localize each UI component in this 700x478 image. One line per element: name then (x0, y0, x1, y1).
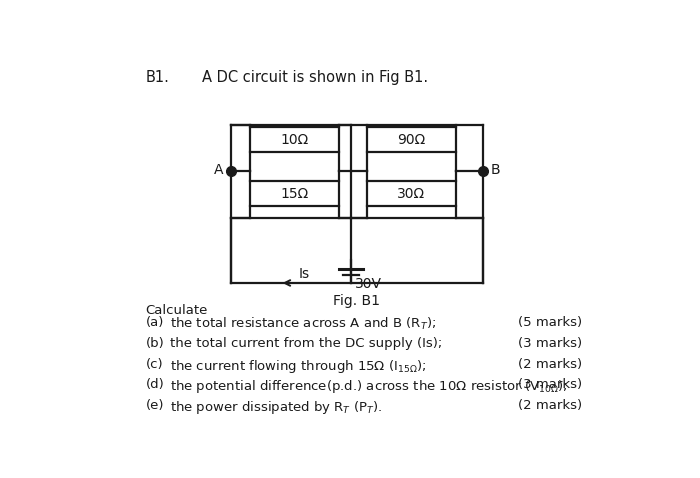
Text: (a): (a) (146, 316, 164, 329)
Text: (3 marks): (3 marks) (518, 337, 582, 350)
Text: (d): (d) (146, 379, 164, 391)
Text: Calculate: Calculate (146, 304, 208, 317)
Text: (c): (c) (146, 358, 163, 370)
Text: 30Ω: 30Ω (397, 186, 425, 201)
Bar (251, 181, 340, 206)
Text: (2 marks): (2 marks) (518, 399, 582, 412)
Text: 90Ω: 90Ω (397, 133, 425, 147)
Text: the total current from the DC supply (Is);: the total current from the DC supply (Is… (170, 337, 442, 350)
Text: (e): (e) (146, 399, 164, 412)
Text: (b): (b) (146, 337, 164, 350)
Text: B: B (491, 163, 500, 177)
Text: the total resistance across A and B (R$_T$);: the total resistance across A and B (R$_… (170, 316, 437, 332)
Text: 10Ω: 10Ω (281, 133, 309, 147)
Bar (367, 128, 456, 152)
Text: the current flowing through 15Ω (I$_{15Ω}$);: the current flowing through 15Ω (I$_{15Ω… (170, 358, 427, 375)
Text: Fig. B1: Fig. B1 (333, 294, 380, 308)
Text: Is: Is (298, 267, 309, 281)
Text: (2 marks): (2 marks) (518, 358, 582, 370)
Text: (3 marks): (3 marks) (518, 379, 582, 391)
Bar (367, 181, 456, 206)
Text: 15Ω: 15Ω (281, 186, 309, 201)
Text: 30V: 30V (355, 277, 382, 291)
Bar (251, 128, 340, 152)
Text: B1.: B1. (146, 70, 169, 85)
Text: the potential difference(p.d.) across the 10Ω resistor (V$_{10Ω}$);: the potential difference(p.d.) across th… (170, 379, 568, 395)
Text: the power dissipated by R$_T$ (P$_T$).: the power dissipated by R$_T$ (P$_T$). (170, 399, 383, 416)
Text: A DC circuit is shown in Fig B1.: A DC circuit is shown in Fig B1. (202, 70, 428, 85)
Text: A: A (214, 163, 223, 177)
Text: (5 marks): (5 marks) (518, 316, 582, 329)
